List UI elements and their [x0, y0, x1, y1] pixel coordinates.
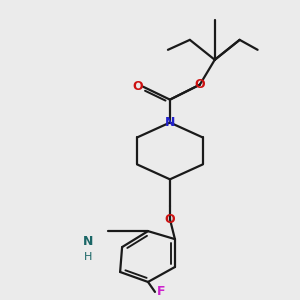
- Text: N: N: [165, 116, 175, 129]
- Text: O: O: [194, 78, 205, 91]
- Text: O: O: [133, 80, 143, 93]
- Text: O: O: [165, 213, 175, 226]
- Text: H: H: [84, 252, 92, 262]
- Text: F: F: [157, 285, 165, 298]
- Text: N: N: [83, 235, 93, 248]
